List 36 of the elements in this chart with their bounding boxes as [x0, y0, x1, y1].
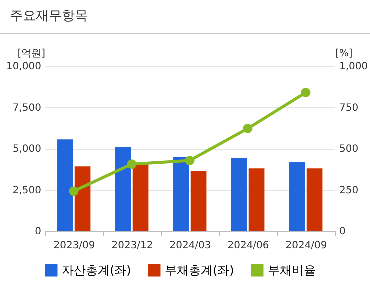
y2-tick-label: 0 [340, 226, 346, 238]
bar [248, 168, 265, 231]
x-tick-label: 2024/06 [228, 240, 270, 252]
y2-tick-label: 750 [340, 102, 359, 114]
bar [231, 158, 248, 231]
point [127, 160, 137, 170]
legend-label: 부채비율 [268, 264, 316, 278]
y2-tick-label: 1,000 [340, 62, 368, 72]
y2-tick-label: 250 [340, 185, 359, 196]
bar [132, 164, 149, 231]
bar [190, 170, 207, 231]
bar [173, 157, 190, 231]
y-tick-label: 5,000 [12, 144, 42, 155]
legend-label: 자산총계(좌) [62, 264, 132, 278]
point [69, 186, 79, 196]
y-tick-label: 10,000 [6, 62, 42, 72]
bar [115, 147, 132, 231]
y-tick-label: 0 [35, 226, 42, 238]
y-tick-label: 7,500 [12, 102, 42, 114]
bar [57, 140, 74, 231]
x-tick-label: 2024/03 [170, 240, 212, 252]
legend-label: 부채총계(좌) [165, 264, 234, 278]
y-axis-title: [억원] [18, 48, 46, 60]
bar [74, 166, 91, 231]
bar [306, 168, 323, 231]
point [243, 124, 253, 134]
point [185, 156, 195, 166]
y-tick-label: 2,500 [12, 185, 42, 196]
x-tick-label: 2023/12 [112, 240, 154, 252]
y2-axis-title: [%] [336, 48, 353, 60]
chart-title: 주요재무항목 [0, 0, 370, 34]
x-tick-label: 2024/09 [286, 240, 328, 252]
x-tick-label: 2023/09 [54, 240, 96, 252]
y2-tick-label: 500 [340, 144, 359, 155]
bar [289, 162, 306, 231]
point [301, 88, 311, 98]
